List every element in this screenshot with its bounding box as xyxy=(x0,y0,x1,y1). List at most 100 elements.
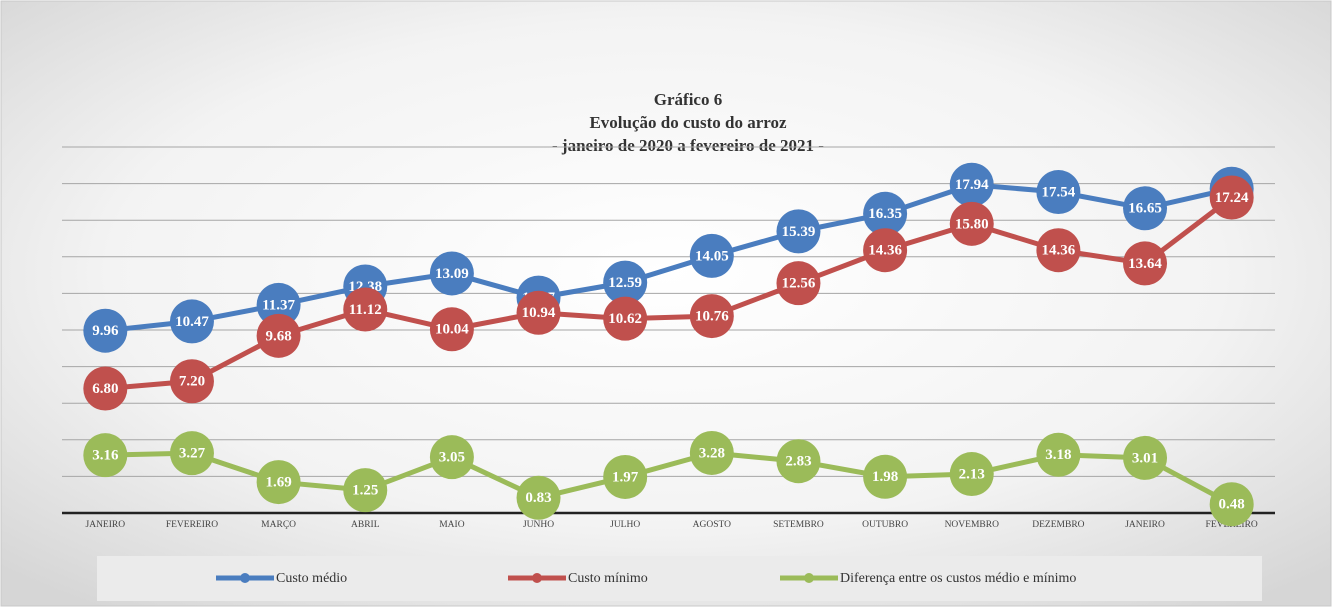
x-tick-label: SETEMBRO xyxy=(773,520,824,530)
data-point xyxy=(1123,241,1168,286)
data-label: 3.05 xyxy=(439,450,465,466)
data-point xyxy=(343,468,388,513)
data-point xyxy=(256,460,301,505)
x-tick-label: FEVEREIRO xyxy=(166,520,218,530)
data-point xyxy=(256,282,301,327)
data-point xyxy=(429,435,474,480)
data-label: 7.20 xyxy=(179,374,205,390)
data-label: 2.83 xyxy=(785,454,811,470)
data-point xyxy=(689,233,734,278)
data-point xyxy=(603,454,648,499)
data-point xyxy=(1036,170,1081,215)
data-label: 1.98 xyxy=(872,469,898,485)
data-point xyxy=(1209,175,1254,220)
data-label: 17.94 xyxy=(955,177,989,193)
data-point xyxy=(83,433,128,478)
data-label: 1.25 xyxy=(352,483,378,499)
data-label: 2.13 xyxy=(959,466,985,482)
data-label: 11.37 xyxy=(262,297,295,313)
data-label: 14.36 xyxy=(868,243,902,259)
data-point xyxy=(603,260,648,305)
data-label: 10.47 xyxy=(175,314,209,330)
data-label: 12.56 xyxy=(782,276,816,292)
x-tick-label: JUNHO xyxy=(523,520,554,530)
chart-title: Gráfico 6 xyxy=(654,90,722,109)
data-label: 15.80 xyxy=(955,216,989,232)
data-point xyxy=(776,439,821,484)
data-point xyxy=(776,261,821,306)
data-label: 13.09 xyxy=(435,266,469,282)
data-label: 17.24 xyxy=(1215,190,1249,206)
data-point xyxy=(689,430,734,475)
x-tick-label: JULHO xyxy=(610,520,640,530)
data-point xyxy=(689,294,734,339)
x-tick-label: MAIO xyxy=(439,520,464,530)
x-tick-label: MARÇO xyxy=(261,520,296,530)
data-point xyxy=(863,454,908,499)
data-label: 1.97 xyxy=(612,469,639,485)
legend-marker xyxy=(804,573,814,583)
data-label: 17.54 xyxy=(1042,184,1076,200)
data-point xyxy=(949,452,994,497)
data-point xyxy=(429,251,474,296)
data-label: 6.80 xyxy=(92,381,118,397)
x-tick-label: AGOSTO xyxy=(693,520,731,530)
legend-marker xyxy=(532,573,542,583)
data-label: 9.96 xyxy=(92,323,119,339)
data-point xyxy=(863,191,908,236)
legend-label: Custo médio xyxy=(276,571,347,586)
data-label: 3.16 xyxy=(92,448,119,464)
legend-box xyxy=(97,556,1262,601)
data-point xyxy=(1036,228,1081,273)
x-tick-label: ABRIL xyxy=(351,520,380,530)
data-point xyxy=(1036,432,1081,477)
data-point xyxy=(169,431,214,476)
data-point xyxy=(429,307,474,352)
data-label: 10.76 xyxy=(695,309,729,325)
chart-title: Evolução do custo do arroz xyxy=(589,113,787,132)
legend-label: Diferença entre os custos médio e mínimo xyxy=(840,571,1076,586)
data-point xyxy=(169,299,214,344)
data-point xyxy=(603,296,648,341)
data-label: 12.59 xyxy=(608,275,642,291)
chart-title: - janeiro de 2020 a fevereiro de 2021 - xyxy=(552,136,824,155)
data-point xyxy=(1123,435,1168,480)
data-label: 1.69 xyxy=(265,475,291,491)
data-point xyxy=(863,228,908,273)
x-tick-label: JANEIRO xyxy=(86,520,126,530)
data-point xyxy=(256,313,301,358)
data-label: 10.62 xyxy=(608,311,642,327)
data-label: 13.64 xyxy=(1128,256,1162,272)
data-point xyxy=(1209,482,1254,527)
legend-label: Custo mínimo xyxy=(568,571,648,586)
data-point xyxy=(169,359,214,404)
data-point xyxy=(83,366,128,411)
x-tick-label: NOVEMBRO xyxy=(945,520,1000,530)
data-point xyxy=(949,201,994,246)
x-tick-label: OUTUBRO xyxy=(862,520,908,530)
data-label: 9.68 xyxy=(265,328,291,344)
data-label: 16.65 xyxy=(1128,201,1162,217)
data-label: 3.18 xyxy=(1045,447,1071,463)
data-label: 11.12 xyxy=(349,302,382,318)
data-label: 14.05 xyxy=(695,248,729,264)
data-label: 3.28 xyxy=(699,445,725,461)
data-label: 0.83 xyxy=(525,490,551,506)
data-point xyxy=(516,290,561,335)
legend-marker xyxy=(240,573,250,583)
x-tick-label: DEZEMBRO xyxy=(1032,520,1084,530)
data-label: 10.04 xyxy=(435,322,469,338)
data-label: 16.35 xyxy=(868,206,902,222)
data-point xyxy=(516,475,561,520)
data-label: 0.48 xyxy=(1219,497,1245,513)
data-label: 15.39 xyxy=(782,224,816,240)
data-point xyxy=(1123,186,1168,231)
x-tick-label: JANEIRO xyxy=(1125,520,1165,530)
data-point xyxy=(83,308,128,353)
data-point xyxy=(776,209,821,254)
data-label: 14.36 xyxy=(1042,243,1076,259)
data-label: 3.27 xyxy=(179,446,206,462)
data-label: 10.94 xyxy=(522,305,556,321)
